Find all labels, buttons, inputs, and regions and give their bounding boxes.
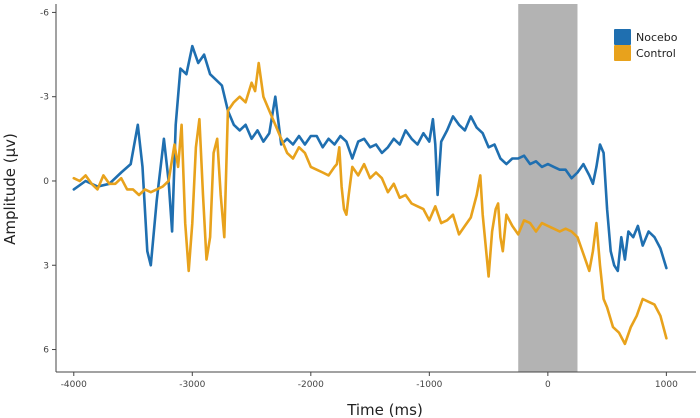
y-tick-label: -3 (40, 93, 49, 103)
x-tick-label: 0 (545, 380, 551, 390)
legend-swatch-nocebo (614, 29, 631, 45)
legend-label-nocebo: Nocebo (636, 31, 678, 44)
x-tick-label: -2000 (298, 380, 324, 390)
x-axis-title: Time (ms) (346, 401, 423, 418)
y-tick-label: 3 (43, 261, 49, 271)
x-tick-label: -1000 (416, 380, 442, 390)
legend: Nocebo Control (614, 29, 678, 61)
axis-layer: -4000 -3000 -2000 -1000 0 1000 -6 -3 0 3 6 (40, 4, 696, 390)
y-tick-label: 6 (43, 346, 49, 356)
x-tick-label: -4000 (61, 380, 87, 390)
legend-label-control: Control (636, 47, 676, 60)
y-tick-label: -6 (40, 8, 49, 18)
series-layer (72, 44, 668, 346)
y-tick-label: 0 (43, 177, 49, 187)
series-line-control (72, 61, 668, 346)
x-tick-label: 1000 (655, 380, 678, 390)
shaded-region (518, 4, 578, 372)
legend-swatch-control (614, 45, 631, 61)
x-tick-label: -3000 (179, 380, 205, 390)
series-line-nocebo (72, 44, 668, 273)
shade-layer (518, 4, 578, 372)
y-axis-title: Amplitude (µv) (1, 133, 19, 245)
